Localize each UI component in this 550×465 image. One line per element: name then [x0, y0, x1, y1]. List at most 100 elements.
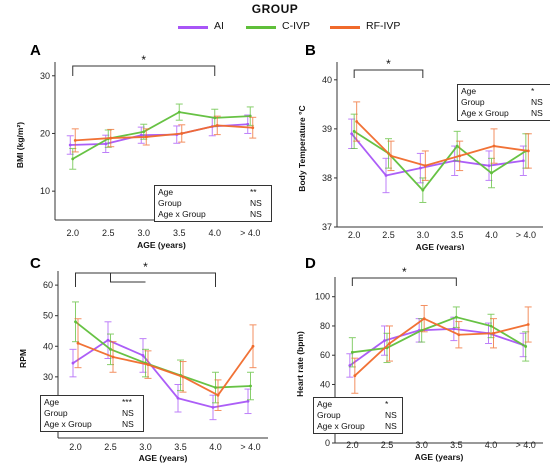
data-point-a-ai	[68, 143, 72, 147]
stats-a-effect-2: Age x Group	[158, 209, 206, 219]
y-axis-label-c: RPM	[18, 349, 28, 368]
panel-letter-d: D	[305, 255, 316, 272]
series-line-a-c-ivp	[72, 111, 251, 160]
significance-bracket-c	[75, 272, 216, 287]
y-axis-label-d: Heart rate (bpm)	[295, 331, 305, 397]
x-tick-label-d: 2.0	[346, 440, 359, 450]
significance-bracket-inner-c	[110, 273, 146, 283]
data-point-d-c-ivp	[420, 328, 424, 332]
stats-b-result-2: NS	[531, 108, 543, 118]
series-line-c-rf-ivp	[77, 342, 254, 397]
legend-label-c-ivp: C-IVP	[282, 20, 311, 32]
x-tick-label-a: 2.5	[102, 228, 115, 238]
x-tick-label-b: > 4.0	[516, 230, 536, 240]
data-point-d-rf-ivp	[388, 342, 391, 345]
data-point-c-c-ivp	[74, 320, 77, 324]
significance-bracket-a	[72, 65, 216, 76]
data-point-d-rf-ivp	[526, 323, 530, 326]
data-point-d-c-ivp	[454, 315, 458, 319]
data-point-a-rf-ivp	[144, 135, 148, 139]
series-line-d-c-ivp	[352, 316, 527, 354]
data-point-c-rf-ivp	[111, 355, 115, 359]
significance-star-b: *	[386, 57, 391, 71]
data-point-c-rf-ivp	[146, 363, 150, 367]
data-point-a-rf-ivp	[215, 123, 219, 127]
data-point-a-rf-ivp	[180, 132, 184, 135]
data-point-b-rf-ivp	[526, 149, 530, 153]
stats-box-d: Age * Group NS Age x Group NS	[313, 397, 403, 434]
stats-d-effect-2: Age x Group	[317, 421, 365, 431]
y-tick-label-d: 0	[325, 438, 330, 448]
x-tick-label-b: 4.0	[485, 230, 498, 240]
data-point-c-c-ivp	[109, 347, 112, 351]
stats-d-result-1: NS	[385, 410, 397, 420]
stats-c-result-0: ***	[122, 397, 132, 407]
y-tick-label-b: 39	[322, 124, 332, 134]
x-tick-label-a: > 4.0	[240, 228, 260, 238]
data-point-b-rf-ivp	[458, 154, 462, 158]
series-line-b-c-ivp	[353, 130, 527, 192]
significance-star-a: *	[141, 53, 146, 67]
data-point-c-ai	[246, 399, 250, 403]
x-tick-label-a: 3.0	[137, 228, 150, 238]
x-tick-label-a: 3.5	[173, 228, 186, 238]
data-point-d-rf-ivp	[422, 317, 426, 321]
stats-b-effect-2: Age x Group	[461, 108, 509, 118]
stats-c-effect-2: Age x Group	[44, 419, 92, 429]
data-point-b-ai	[521, 159, 525, 163]
data-point-a-ai	[104, 142, 108, 146]
data-point-a-c-ivp	[213, 116, 217, 120]
stats-c-effect-1: Group	[44, 408, 68, 418]
x-tick-label-c: 3.0	[139, 442, 152, 452]
chart-b-svg: B 37 38 39 40 2.0 2.5 3.0 3.5 4.0 > 4.0 AGE (years)…	[297, 42, 543, 250]
x-tick-label-b: 3.5	[451, 230, 464, 240]
data-point-b-ai	[487, 164, 491, 168]
data-point-d-ai	[348, 364, 352, 367]
data-point-c-rf-ivp	[216, 393, 220, 397]
series-line-c-ai	[72, 339, 249, 409]
stats-d-effect-0: Age	[317, 399, 333, 409]
panel-letter-c: C	[30, 255, 41, 272]
y-tick-label-c: 60	[43, 280, 53, 290]
data-point-b-rf-ivp	[423, 164, 427, 168]
x-tick-label-c: 4.0	[209, 442, 222, 452]
x-tick-label-d: 3.5	[450, 440, 463, 450]
stats-c-effect-0: Age	[44, 397, 60, 407]
series-line-b-ai	[350, 133, 524, 177]
data-point-b-rf-ivp	[389, 154, 393, 158]
legend-swatch-rf-ivp	[330, 26, 360, 29]
data-point-b-c-ivp	[352, 129, 356, 133]
x-tick-label-b: 3.0	[417, 230, 430, 240]
series-line-d-ai	[349, 327, 524, 367]
data-point-d-ai	[383, 339, 386, 342]
stats-a-result-0: **	[250, 187, 257, 197]
x-axis-label-a: AGE (years)	[137, 240, 186, 250]
x-axis-label-c: AGE (years)	[139, 453, 188, 463]
data-point-a-ai	[139, 133, 143, 137]
data-point-a-c-ivp	[142, 130, 146, 134]
stats-a-effect-0: Age	[158, 187, 174, 197]
stats-box-a: Age ** Group NS Age x Group NS	[154, 185, 272, 222]
data-point-b-c-ivp	[421, 188, 425, 192]
x-tick-label-d: 4.0	[485, 440, 498, 450]
series-line-c-c-ivp	[74, 321, 251, 389]
data-point-d-ai	[452, 327, 456, 331]
stats-a-result-2: NS	[250, 209, 262, 219]
data-point-c-rf-ivp	[251, 344, 255, 348]
y-tick-label-b: 40	[322, 75, 332, 85]
stats-b-effect-1: Group	[461, 97, 485, 107]
stats-c-result-2: NS	[122, 419, 134, 429]
data-point-b-ai	[350, 132, 354, 136]
stats-a-result-1: NS	[250, 198, 262, 208]
y-tick-label-a: 30	[40, 71, 50, 81]
y-tick-label-c: 30	[43, 372, 53, 382]
series-line-d-rf-ivp	[354, 317, 529, 377]
data-point-b-c-ivp	[490, 171, 493, 175]
x-axis-label-b: AGE (years)	[416, 242, 465, 250]
data-point-a-c-ivp	[71, 157, 75, 161]
x-tick-label-b: 2.5	[382, 230, 395, 240]
data-point-b-rf-ivp	[492, 144, 496, 148]
data-point-a-rf-ivp	[73, 138, 77, 142]
